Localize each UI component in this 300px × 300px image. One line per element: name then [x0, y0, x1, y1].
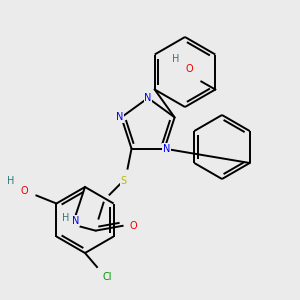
- Text: O: O: [185, 64, 193, 74]
- Text: S: S: [121, 176, 127, 186]
- Text: N: N: [144, 93, 152, 103]
- Text: O: O: [130, 221, 137, 231]
- Text: N: N: [116, 112, 123, 122]
- Text: H: H: [172, 55, 179, 64]
- Text: N: N: [72, 216, 79, 226]
- Text: Cl: Cl: [102, 272, 112, 282]
- Text: N: N: [163, 144, 170, 154]
- Text: H: H: [7, 176, 14, 187]
- Text: H: H: [62, 213, 69, 223]
- Text: O: O: [21, 187, 28, 196]
